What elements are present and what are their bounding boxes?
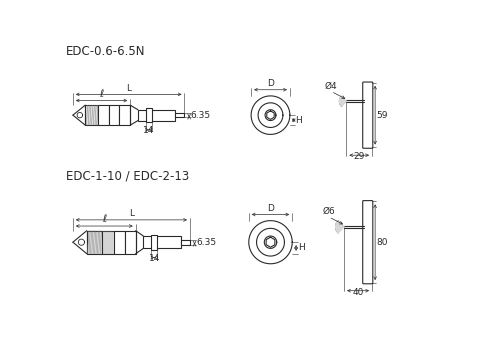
Text: 14: 14 xyxy=(148,254,160,263)
Bar xyxy=(151,234,157,250)
Text: L: L xyxy=(129,209,134,218)
Polygon shape xyxy=(336,221,344,233)
Text: H: H xyxy=(295,116,302,125)
Text: 40: 40 xyxy=(352,288,364,297)
Bar xyxy=(120,105,130,125)
Polygon shape xyxy=(73,231,87,254)
Bar xyxy=(98,105,108,125)
Text: D: D xyxy=(267,204,274,213)
Text: ℓ: ℓ xyxy=(102,215,106,224)
Text: EDC-0.6-6.5N: EDC-0.6-6.5N xyxy=(66,45,146,58)
Bar xyxy=(85,105,98,125)
Text: 80: 80 xyxy=(377,238,388,247)
Bar xyxy=(114,231,125,254)
FancyBboxPatch shape xyxy=(363,201,373,284)
Bar xyxy=(125,231,136,254)
Bar xyxy=(146,108,152,122)
Bar xyxy=(144,236,181,248)
FancyBboxPatch shape xyxy=(363,82,373,148)
Bar xyxy=(175,113,184,118)
Polygon shape xyxy=(340,96,346,106)
Bar xyxy=(102,231,114,254)
Text: ℓ: ℓ xyxy=(99,89,104,99)
Text: Ø6: Ø6 xyxy=(322,207,335,216)
Text: EDC-1-10 / EDC-2-13: EDC-1-10 / EDC-2-13 xyxy=(66,170,189,183)
Text: 14: 14 xyxy=(143,126,154,135)
Text: Ø4: Ø4 xyxy=(325,82,337,91)
Bar xyxy=(108,105,120,125)
Text: 6.35: 6.35 xyxy=(196,238,216,247)
Text: 29: 29 xyxy=(354,152,365,161)
Text: L: L xyxy=(126,84,131,93)
Bar xyxy=(181,240,190,245)
Bar xyxy=(87,231,102,254)
Text: D: D xyxy=(267,79,274,88)
Polygon shape xyxy=(73,105,85,125)
Bar xyxy=(138,110,175,120)
Text: 6.35: 6.35 xyxy=(191,111,211,120)
Text: H: H xyxy=(297,244,304,252)
Text: 59: 59 xyxy=(377,111,388,120)
